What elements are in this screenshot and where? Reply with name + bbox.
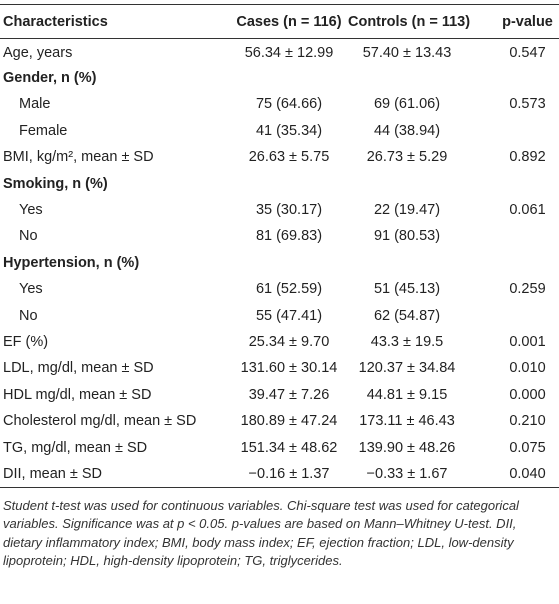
table-row: No 55 (47.41) 62 (54.87) bbox=[0, 302, 559, 328]
table-cell bbox=[230, 250, 348, 276]
table-cell: 91 (80.53) bbox=[373, 228, 441, 245]
header-row: Characteristics Cases (n = 116) Controls (… bbox=[0, 4, 559, 39]
footnote: Student t-test was used for continuous v… bbox=[3, 497, 519, 569]
table-cell: 0.547 bbox=[509, 44, 546, 61]
table-row: Age, years 56.34 ± 12.99 57.40 ± 13.43 0.54… bbox=[0, 39, 559, 65]
table-cell bbox=[466, 250, 559, 276]
table-cell: 26.73 ± 5.29 bbox=[366, 149, 448, 166]
table-cell: 43.3 ± 19.5 bbox=[370, 333, 444, 350]
table-cell: 131.60 ± 30.14 bbox=[240, 360, 338, 377]
table-cell bbox=[348, 170, 466, 196]
table-cell: 75 (64.66) bbox=[255, 96, 323, 113]
row-label: Hypertension, n (%) bbox=[3, 254, 140, 271]
table-row: TG, mg/dl, mean ± SD 151.34 ± 48.62 139.90… bbox=[0, 434, 559, 460]
row-label: Male bbox=[19, 96, 51, 113]
header-cell: Controls (n = 113) bbox=[348, 13, 471, 30]
row-label: No bbox=[19, 307, 38, 324]
table-cell: 0.892 bbox=[509, 149, 546, 166]
row-label: Cholesterol mg/dl, mean ± SD bbox=[3, 413, 197, 430]
page: Characteristics Cases (n = 116) Controls (… bbox=[0, 4, 559, 604]
row-label: Yes bbox=[19, 281, 43, 298]
row-label: TG, mg/dl, mean ± SD bbox=[3, 439, 148, 456]
header-cell: p-value bbox=[502, 13, 553, 30]
row-label: Female bbox=[19, 122, 68, 139]
table-row: EF (%) 25.34 ± 9.70 43.3 ± 19.5 0.001 bbox=[0, 329, 559, 355]
table-row: BMI, kg/m², mean ± SD 26.63 ± 5.75 26.73 ±… bbox=[0, 144, 559, 170]
table-cell: −0.16 ± 1.37 bbox=[248, 465, 330, 482]
row-label: Smoking, n (%) bbox=[3, 175, 108, 192]
table-cell bbox=[466, 65, 559, 91]
table-cell: 0.061 bbox=[509, 202, 546, 219]
data-table: Characteristics Cases (n = 116) Controls (… bbox=[0, 4, 559, 488]
table-body: Age, years 56.34 ± 12.99 57.40 ± 13.43 0.54… bbox=[0, 39, 559, 488]
table-cell: 0.259 bbox=[509, 281, 546, 298]
table-cell: 61 (52.59) bbox=[255, 281, 323, 298]
table-row: HDL mg/dl, mean ± SD 39.47 ± 7.26 44.81 ± … bbox=[0, 382, 559, 408]
table-cell: 35 (30.17) bbox=[255, 202, 323, 219]
row-label: HDL mg/dl, mean ± SD bbox=[3, 386, 152, 403]
table-row: Cholesterol mg/dl, mean ± SD 180.89 ± 47.… bbox=[0, 408, 559, 434]
table-row: Yes 61 (52.59) 51 (45.13) 0.259 bbox=[0, 276, 559, 302]
row-label: BMI, kg/m², mean ± SD bbox=[3, 149, 154, 166]
table-cell bbox=[348, 250, 466, 276]
header-cell: Characteristics bbox=[3, 13, 108, 30]
table-cell bbox=[348, 65, 466, 91]
header-cell: Cases (n = 116) bbox=[236, 13, 342, 30]
table-row: Female 41 (35.34) 44 (38.94) bbox=[0, 118, 559, 144]
table-cell: 44 (38.94) bbox=[373, 122, 441, 139]
table-cell: 51 (45.13) bbox=[373, 281, 441, 298]
row-label: Gender, n (%) bbox=[3, 70, 97, 87]
table-row: Gender, n (%) bbox=[0, 65, 559, 91]
table-cell: 22 (19.47) bbox=[373, 202, 441, 219]
table-cell: 180.89 ± 47.24 bbox=[240, 413, 338, 430]
table-cell: 0.001 bbox=[509, 333, 546, 350]
table-row: LDL, mg/dl, mean ± SD 131.60 ± 30.14 120.3… bbox=[0, 355, 559, 381]
table-row: Smoking, n (%) bbox=[0, 170, 559, 196]
row-label: DII, mean ± SD bbox=[3, 465, 103, 482]
table-cell bbox=[466, 170, 559, 196]
table-row: Hypertension, n (%) bbox=[0, 250, 559, 276]
table-cell: −0.33 ± 1.67 bbox=[366, 465, 448, 482]
table-cell bbox=[466, 223, 559, 249]
table-cell bbox=[230, 65, 348, 91]
table-row: DII, mean ± SD −0.16 ± 1.37 −0.33 ± 1.67 0.… bbox=[0, 461, 559, 488]
table-cell: 44.81 ± 9.15 bbox=[366, 386, 448, 403]
table-cell bbox=[466, 302, 559, 328]
table-cell: 69 (61.06) bbox=[373, 96, 441, 113]
table-cell bbox=[466, 118, 559, 144]
table-cell: 151.34 ± 48.62 bbox=[240, 439, 338, 456]
table-cell bbox=[230, 170, 348, 196]
table-cell: 0.210 bbox=[509, 413, 546, 430]
row-label: LDL, mg/dl, mean ± SD bbox=[3, 360, 154, 377]
table-cell: 0.000 bbox=[509, 386, 546, 403]
table-cell: 62 (54.87) bbox=[373, 307, 441, 324]
table-row: No 81 (69.83) 91 (80.53) bbox=[0, 223, 559, 249]
table-cell: 25.34 ± 9.70 bbox=[248, 333, 330, 350]
table-cell: 26.63 ± 5.75 bbox=[248, 149, 330, 166]
table-cell: 55 (47.41) bbox=[255, 307, 323, 324]
table-cell: 0.075 bbox=[509, 439, 546, 456]
table-row: Male 75 (64.66) 69 (61.06) 0.573 bbox=[0, 91, 559, 117]
row-label: Yes bbox=[19, 202, 43, 219]
row-label: Age, years bbox=[3, 44, 73, 61]
table-cell: 0.573 bbox=[509, 96, 546, 113]
table-row: Yes 35 (30.17) 22 (19.47) 0.061 bbox=[0, 197, 559, 223]
table-cell: 173.11 ± 46.43 bbox=[359, 413, 455, 430]
table-cell: 39.47 ± 7.26 bbox=[248, 386, 330, 403]
table-cell: 0.040 bbox=[509, 465, 546, 482]
table-cell: 0.010 bbox=[509, 360, 546, 377]
row-label: EF (%) bbox=[3, 333, 49, 350]
table-cell: 56.34 ± 12.99 bbox=[244, 44, 334, 61]
table-cell: 57.40 ± 13.43 bbox=[362, 44, 452, 61]
table-cell: 41 (35.34) bbox=[255, 122, 323, 139]
table-cell: 81 (69.83) bbox=[255, 228, 323, 245]
row-label: No bbox=[19, 228, 38, 245]
table-cell: 120.37 ± 34.84 bbox=[358, 360, 456, 377]
table-cell: 139.90 ± 48.26 bbox=[358, 439, 456, 456]
